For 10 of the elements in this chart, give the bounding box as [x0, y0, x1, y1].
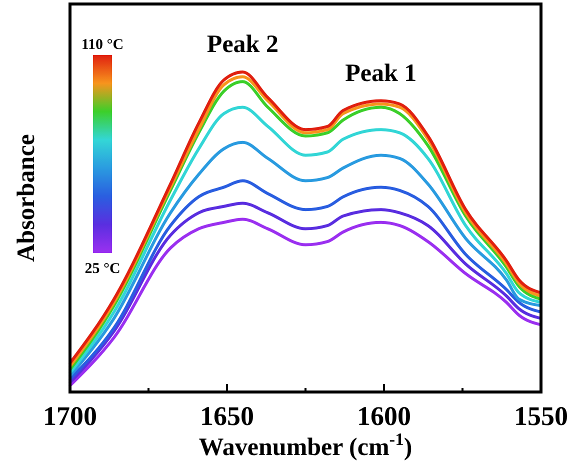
y-axis-title: Absorbance	[13, 134, 40, 262]
annotation: 25 °C	[84, 261, 120, 277]
annotation: Peak 2	[206, 31, 278, 58]
x-tick-label: 1700	[43, 401, 97, 431]
x-tick-label: 1650	[200, 401, 254, 431]
x-tick-label: 1550	[514, 401, 568, 431]
x-tick-label: 1600	[357, 401, 411, 431]
annotation: Peak 1	[345, 60, 417, 87]
text: 110 °C	[81, 37, 124, 53]
x-axis-title: Wavenumber (cm$^{-1}$)	[198, 429, 412, 461]
